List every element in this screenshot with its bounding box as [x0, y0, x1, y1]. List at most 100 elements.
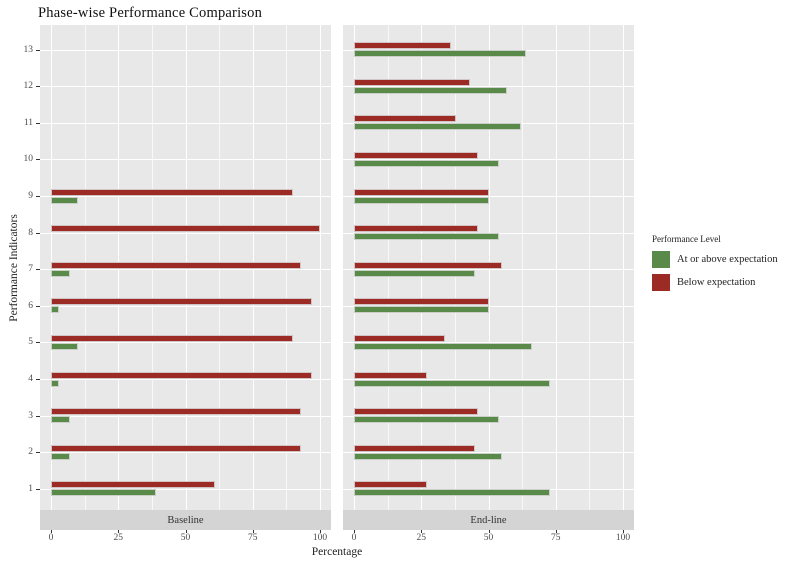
- x-tick-mark: [354, 530, 355, 533]
- gridline-row: [343, 196, 634, 197]
- y-tick-label: 10: [23, 154, 34, 165]
- bar-below-expectation: [51, 444, 302, 452]
- y-tick-label: 1: [28, 483, 33, 494]
- gridline-row: [40, 196, 331, 197]
- bar-below-expectation: [354, 298, 489, 306]
- x-tick-mark: [488, 530, 490, 533]
- x-tick-label: 25: [113, 533, 124, 543]
- y-tick-label: 6: [28, 300, 33, 311]
- x-tick-label: 0: [351, 533, 357, 543]
- bar-above-expectation: [51, 489, 156, 497]
- bar-below-expectation: [354, 261, 502, 269]
- y-tick-label: 9: [28, 191, 33, 201]
- x-tick-mark: [51, 530, 52, 533]
- gridline-major: [623, 25, 624, 510]
- gridline-row: [40, 86, 331, 88]
- gridline-minor: [589, 25, 591, 510]
- bar-above-expectation: [354, 159, 500, 167]
- bar-below-expectation: [51, 298, 312, 306]
- bar-below-expectation: [51, 188, 294, 196]
- bar-below-expectation: [354, 188, 489, 196]
- bar-above-expectation: [51, 306, 60, 314]
- gridline-row: [40, 232, 331, 234]
- y-tick-label: 4: [28, 374, 33, 384]
- y-tick-mark: [36, 488, 40, 490]
- bar-above-expectation: [354, 123, 521, 131]
- bar-below-expectation: [51, 261, 302, 269]
- legend-swatch-above-icon: [652, 251, 670, 268]
- bar-below-expectation: [354, 151, 478, 159]
- bar-below-expectation: [51, 408, 302, 416]
- bar-above-expectation: [354, 306, 489, 314]
- bar-below-expectation: [354, 408, 478, 416]
- legend: Performance Level At or above expectatio…: [652, 234, 778, 297]
- panel-baseline: [40, 25, 331, 510]
- legend-item-above: At or above expectation: [652, 251, 778, 268]
- legend-item-below: Below expectation: [652, 274, 778, 291]
- x-tick-mark: [421, 530, 423, 533]
- bar-above-expectation: [354, 233, 500, 241]
- y-tick-label: 13: [23, 44, 34, 55]
- x-tick-label: 75: [248, 533, 258, 543]
- gridline-row: [40, 122, 331, 124]
- x-tick-mark: [555, 530, 557, 533]
- y-tick-mark: [36, 86, 40, 88]
- x-tick-label: 100: [615, 533, 631, 543]
- y-tick-mark: [36, 159, 40, 161]
- gridline-major: [320, 25, 321, 510]
- bar-above-expectation: [51, 342, 78, 350]
- y-tick-label: 7: [28, 264, 33, 275]
- bar-above-expectation: [354, 196, 489, 204]
- facet-strip-baseline: Baseline: [40, 510, 331, 530]
- facet-strip-endline: End-line: [343, 510, 634, 530]
- bar-above-expectation: [354, 379, 551, 387]
- bar-above-expectation: [51, 416, 70, 424]
- y-tick-mark: [36, 305, 40, 307]
- panel-endline: [343, 25, 634, 510]
- bar-above-expectation: [354, 342, 532, 350]
- legend-label-below: Below expectation: [677, 277, 756, 288]
- bar-below-expectation: [51, 334, 294, 342]
- bar-below-expectation: [51, 225, 320, 233]
- y-tick-label: 8: [28, 227, 33, 238]
- y-tick-mark: [36, 415, 40, 417]
- bar-above-expectation: [354, 269, 476, 277]
- y-tick-label: 12: [23, 81, 34, 92]
- bar-below-expectation: [51, 481, 216, 489]
- gridline-row: [40, 269, 331, 271]
- gridline-row: [40, 452, 331, 454]
- y-tick-mark: [36, 269, 40, 271]
- bar-below-expectation: [354, 444, 476, 452]
- bar-below-expectation: [354, 225, 478, 233]
- bar-below-expectation: [354, 371, 427, 379]
- gridline-minor: [522, 25, 524, 510]
- bar-above-expectation: [354, 50, 527, 58]
- legend-title: Performance Level: [652, 234, 721, 244]
- gridline-row: [40, 49, 331, 51]
- x-tick-label: 25: [416, 533, 427, 543]
- x-tick-label: 50: [483, 533, 494, 543]
- bar-above-expectation: [354, 452, 502, 460]
- x-axis-title: Percentage: [311, 546, 363, 558]
- legend-swatch-below-icon: [652, 274, 670, 291]
- y-tick-mark: [36, 232, 40, 234]
- gridline-row: [40, 415, 331, 417]
- gridline-row: [343, 269, 634, 271]
- legend-label-above: At or above expectation: [677, 254, 778, 265]
- bar-below-expectation: [354, 78, 470, 86]
- facet-strip-label: Baseline: [167, 514, 204, 526]
- bar-above-expectation: [51, 379, 60, 387]
- y-tick-label: 11: [23, 117, 33, 128]
- bar-above-expectation: [51, 269, 70, 277]
- gridline-major: [555, 25, 557, 510]
- gridline-row: [40, 342, 331, 344]
- bar-below-expectation: [354, 115, 457, 123]
- y-tick-label: 5: [28, 337, 33, 348]
- y-tick-mark: [36, 452, 40, 454]
- facet-strip-label: End-line: [470, 514, 507, 526]
- y-tick-label: 3: [28, 410, 33, 421]
- bar-below-expectation: [354, 334, 446, 342]
- x-tick-mark: [252, 530, 254, 533]
- gridline-row: [40, 305, 331, 307]
- gridline-row: [40, 159, 331, 161]
